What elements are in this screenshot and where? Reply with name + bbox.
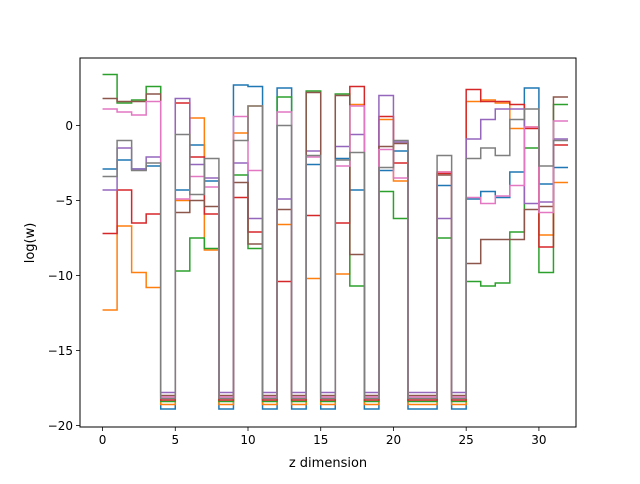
series-line-5	[102, 94, 568, 394]
x-axis-ticks: 0 5 10 15 20 25 30	[99, 427, 547, 447]
x-tick-label: 5	[171, 433, 179, 447]
plot-frame	[79, 57, 577, 428]
series-line-6	[102, 91, 568, 397]
series-line-4	[102, 85, 568, 401]
x-tick-label: 10	[240, 433, 255, 447]
y-tick-label: 0	[65, 119, 73, 133]
y-axis-label: log(w)	[23, 223, 38, 264]
series-line-2	[102, 99, 568, 406]
y-tick-label: −5	[55, 194, 73, 208]
x-tick-label: 15	[313, 433, 328, 447]
y-axis-ticks: −20 −15 −10 −5 0	[48, 119, 80, 433]
y-tick-label: −15	[48, 344, 73, 358]
y-tick-label: −10	[48, 269, 73, 283]
series-line-1	[102, 84, 568, 410]
x-tick-label: 0	[99, 433, 107, 447]
x-tick-label: 20	[386, 433, 401, 447]
x-axis-label: z dimension	[289, 456, 367, 471]
y-tick-label: −20	[48, 419, 73, 433]
series-line-8	[102, 105, 568, 400]
series-layer	[102, 73, 568, 410]
x-tick-label: 30	[531, 433, 546, 447]
x-tick-label: 25	[459, 433, 474, 447]
series-line-3	[102, 73, 568, 403]
